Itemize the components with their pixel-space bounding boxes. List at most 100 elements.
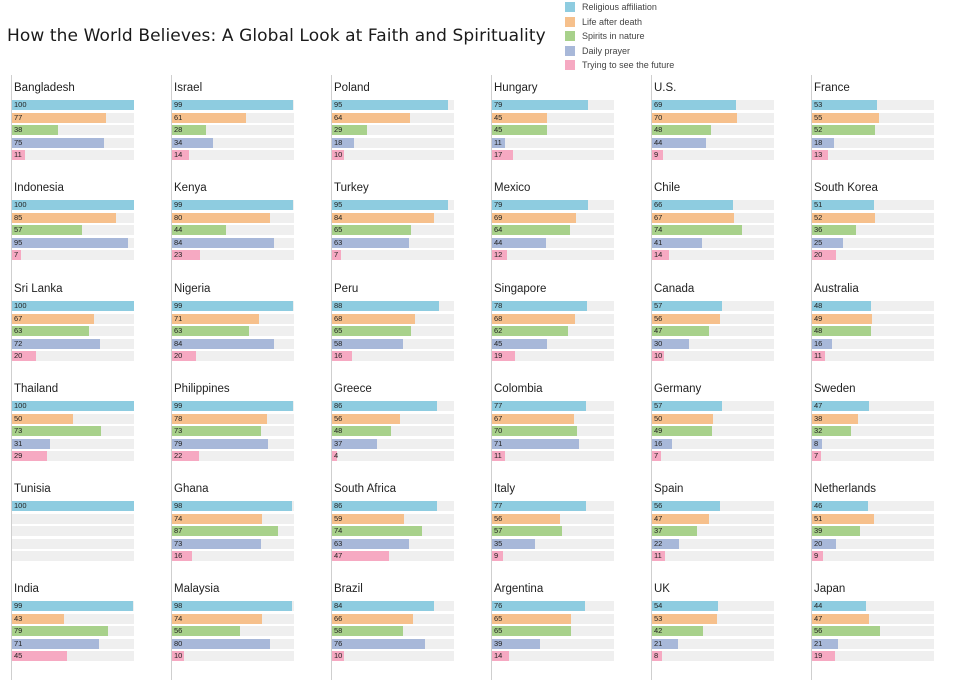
data-label: 23 <box>174 250 183 260</box>
country-label: India <box>14 583 39 595</box>
bar-track: 70 <box>652 112 774 123</box>
bar <box>812 200 875 210</box>
country-panel: Israel 99 61 28 34 14 <box>171 75 321 175</box>
data-label: 37 <box>654 526 663 536</box>
country-panel: Sri Lanka 100 67 63 72 20 <box>11 276 161 376</box>
bar <box>812 413 859 424</box>
bar-track <box>12 526 134 537</box>
bar-track: 85 <box>12 212 134 223</box>
data-label: 11 <box>494 451 502 461</box>
data-label: 73 <box>174 538 183 548</box>
bar <box>812 301 871 311</box>
bar-track: 65 <box>332 326 454 337</box>
country-label: Singapore <box>494 283 547 295</box>
bar <box>492 301 588 311</box>
data-label: 9 <box>494 551 499 561</box>
bar <box>812 313 872 324</box>
data-label: 11 <box>814 351 822 361</box>
bar-track: 38 <box>812 413 934 424</box>
bar-track: 67 <box>652 212 774 223</box>
bar-track: 55 <box>812 112 934 123</box>
country-label: Kenya <box>174 182 207 194</box>
data-label: 20 <box>814 538 823 548</box>
country-label: Spain <box>654 483 684 495</box>
bar <box>492 338 547 349</box>
bar <box>652 301 722 311</box>
bar <box>812 451 821 462</box>
bar-track: 21 <box>652 638 774 649</box>
column-divider <box>11 75 12 680</box>
bar <box>332 438 378 449</box>
data-label: 22 <box>654 538 663 548</box>
bar-track: 74 <box>652 225 774 236</box>
bar-track: 57 <box>652 301 774 311</box>
bar-track: 74 <box>172 613 294 624</box>
country-label: Hungary <box>494 82 538 94</box>
country-panel: Spain 56 47 37 22 11 <box>651 476 801 576</box>
bar-track: 25 <box>812 237 934 248</box>
bar <box>652 112 738 123</box>
data-label: 11 <box>494 137 502 147</box>
data-label: 56 <box>494 513 503 523</box>
data-label: 18 <box>334 137 343 147</box>
country-label: Poland <box>334 82 370 94</box>
bar-track: 11 <box>492 137 614 148</box>
data-label: 47 <box>814 401 823 410</box>
data-label: 100 <box>14 200 27 209</box>
bar <box>652 401 722 411</box>
data-label: 84 <box>174 237 183 247</box>
bar-track: 84 <box>332 212 454 223</box>
bar-track: 51 <box>812 200 934 210</box>
data-label: 63 <box>334 538 343 548</box>
data-label: 98 <box>174 501 183 510</box>
data-label: 71 <box>174 313 183 323</box>
bar <box>172 237 275 248</box>
bar-track: 67 <box>492 413 614 424</box>
bar <box>172 651 185 662</box>
bar <box>812 601 866 611</box>
country-panel: Italy 77 56 57 35 9 <box>491 476 641 576</box>
country-label: Mexico <box>494 182 531 194</box>
bar-track: 76 <box>332 638 454 649</box>
bar <box>652 651 662 662</box>
country-label: Thailand <box>14 383 59 395</box>
data-label: 69 <box>494 212 503 222</box>
country-label: Sri Lanka <box>14 283 63 295</box>
data-label: 31 <box>14 438 23 448</box>
legend-label: Religious affiliation <box>582 2 657 12</box>
bar <box>652 501 721 511</box>
bar-track: 80 <box>172 638 294 649</box>
column-divider <box>491 75 492 680</box>
bar <box>172 438 269 449</box>
bar <box>812 626 881 637</box>
bar <box>332 137 354 148</box>
bar <box>332 313 415 324</box>
data-label: 8 <box>654 651 659 661</box>
legend-item: Spirits in nature <box>565 31 765 43</box>
bar-track: 45 <box>12 651 134 662</box>
bar <box>492 451 506 462</box>
country-label: Colombia <box>494 383 543 395</box>
bar-track: 17 <box>492 150 614 161</box>
bar <box>12 613 65 624</box>
bar-track: 58 <box>332 338 454 349</box>
bar-track: 56 <box>652 501 774 511</box>
country-panel: Colombia 77 67 70 71 11 <box>491 376 641 476</box>
data-label: 58 <box>334 338 343 348</box>
bar-track: 99 <box>172 301 294 311</box>
bar <box>12 326 89 337</box>
bar-track: 47 <box>812 613 934 624</box>
bar <box>332 538 409 549</box>
country-panel: Ghana 98 74 87 73 16 <box>171 476 321 576</box>
data-label: 48 <box>334 426 343 436</box>
bar <box>812 551 823 562</box>
bar <box>492 237 546 248</box>
bar-track <box>12 513 134 524</box>
legend-item: Daily prayer <box>565 45 765 58</box>
bar-track: 71 <box>172 313 294 324</box>
bar-track: 57 <box>12 225 134 236</box>
bar-track: 11 <box>812 351 934 362</box>
data-label: 79 <box>174 438 183 448</box>
bar-track: 100 <box>12 301 134 311</box>
